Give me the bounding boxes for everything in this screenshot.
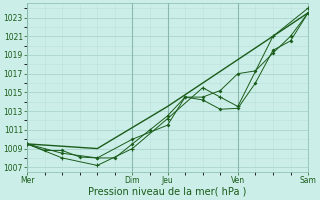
X-axis label: Pression niveau de la mer( hPa ): Pression niveau de la mer( hPa ) <box>88 187 247 197</box>
